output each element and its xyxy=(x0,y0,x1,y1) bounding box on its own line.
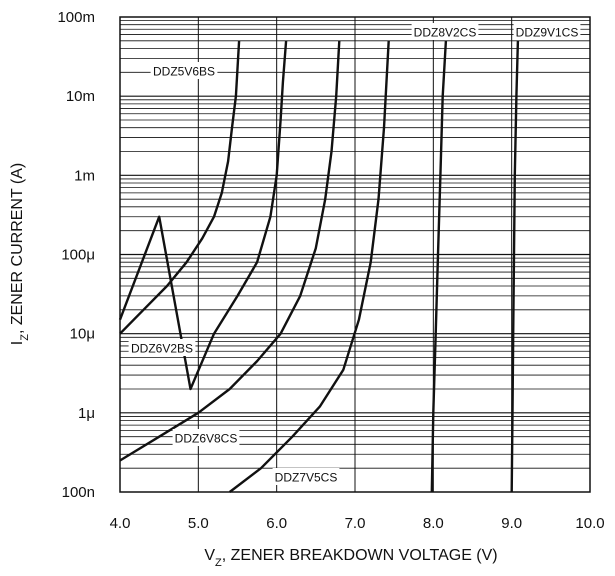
x-axis-title-rest: , ZENER BREAKDOWN VOLTAGE (V) xyxy=(222,547,498,564)
series-line-DDZ5V6BS xyxy=(119,40,241,335)
y-axis-title-rest: , ZENER CURRENT (A) xyxy=(9,163,26,334)
curve-label-bg xyxy=(411,23,479,40)
x-tick-label: 6.0 xyxy=(266,515,287,532)
curve-label-DDZ8V2CS: DDZ8V2CS xyxy=(414,26,477,40)
y-tick-label: 100n xyxy=(62,484,95,501)
x-tick-label: 4.0 xyxy=(110,515,131,532)
curve-label-bg xyxy=(150,62,218,79)
curve-label-DDZ6V2BS: DDZ6V2BS xyxy=(131,342,193,356)
x-tick-label: 5.0 xyxy=(188,515,209,532)
curve-label-bg xyxy=(513,23,581,40)
y-axis-title-sub: Z xyxy=(19,334,31,341)
x-tick-label: 10.0 xyxy=(575,515,604,532)
y-axis-title: IZ, ZENER CURRENT (A) xyxy=(9,163,31,345)
plot-frame xyxy=(119,16,591,493)
y-tick-label: 100μ xyxy=(61,247,95,264)
curve-label-DDZ5V6BS: DDZ5V6BS xyxy=(153,65,215,79)
curve-label-bg xyxy=(172,429,240,446)
y-tick-label: 1μ xyxy=(78,405,95,422)
x-axis-title: VZ, ZENER BREAKDOWN VOLTAGE (V) xyxy=(204,547,497,569)
x-axis-title-main: V xyxy=(204,547,215,564)
series-line-DDZ8V2CS xyxy=(430,40,448,493)
curve-label-DDZ9V1CS: DDZ9V1CS xyxy=(516,26,579,40)
curve-labels: DDZ5V6BS DDZ6V2BS DDZ6V8CS DDZ7V5CS DDZ8V2CS… xyxy=(128,23,581,485)
series-line-DDZ9V1CS xyxy=(510,40,520,493)
y-tick-label: 1m xyxy=(74,167,95,184)
curve-label-DDZ7V5CS: DDZ7V5CS xyxy=(275,471,338,485)
y-tick-label: 10μ xyxy=(70,326,95,343)
x-tick-label: 8.0 xyxy=(423,515,444,532)
series-line-DDZ6V8CS xyxy=(119,40,341,462)
y-tick-label: 10m xyxy=(66,88,95,105)
series-line-DDZ6V2BS xyxy=(118,40,288,391)
y-axis-title-main: I xyxy=(9,341,26,345)
curve-label-DDZ6V8CS: DDZ6V8CS xyxy=(175,432,238,446)
curves xyxy=(118,40,520,493)
curve-label-bg xyxy=(272,468,340,485)
x-tick-label: 9.0 xyxy=(501,515,522,532)
curve-label-bg xyxy=(128,339,196,356)
y-tick-label: 100m xyxy=(57,9,95,26)
x-tick-label: 7.0 xyxy=(345,515,366,532)
series-line-DDZ7V5CS xyxy=(228,40,390,493)
x-axis-title-sub: Z xyxy=(215,557,222,569)
ticks: 4.0 5.0 6.0 7.0 8.0 9.0 10.0 100n 1μ 10μ 100μ 1m 10m… xyxy=(57,9,604,532)
